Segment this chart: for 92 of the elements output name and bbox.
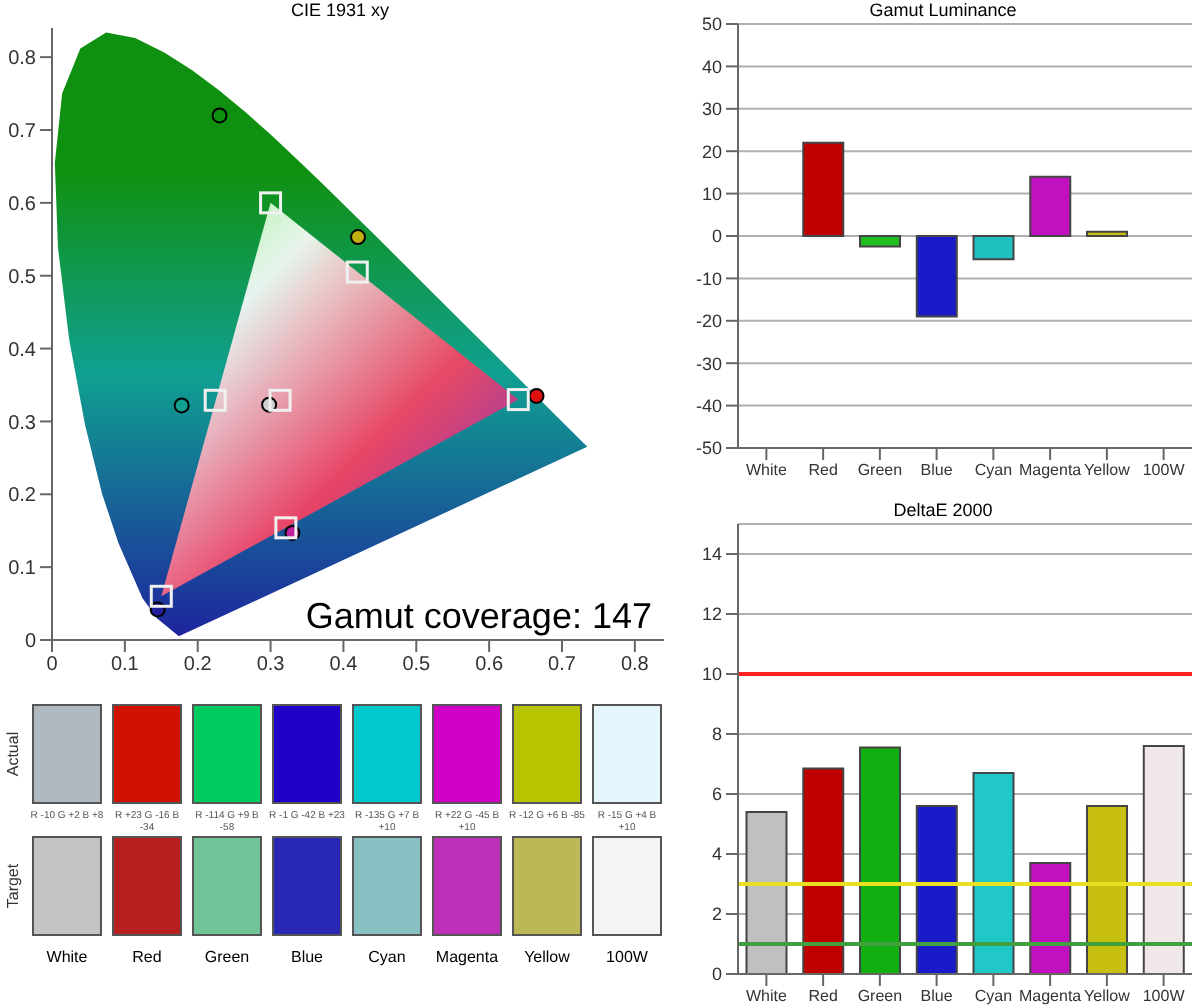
y-tick-label: 0.3 xyxy=(8,412,37,435)
y-tick-label: 0.6 xyxy=(8,193,37,216)
category-label: White xyxy=(44,948,90,966)
y-tick-label: 0.4 xyxy=(8,339,37,362)
x-tick-label: 0.3 xyxy=(256,654,286,677)
y-tick-label: -10 xyxy=(695,268,722,289)
point xyxy=(528,387,545,404)
point xyxy=(173,397,190,414)
chart-title: Gamut Luminance xyxy=(869,0,1017,20)
bar xyxy=(802,141,845,237)
bar xyxy=(1142,745,1185,974)
y-tick-label: 8 xyxy=(711,724,722,745)
x-tick-label: 0.6 xyxy=(475,654,504,677)
y-tick-label: 40 xyxy=(701,56,722,77)
bar xyxy=(1029,862,1072,974)
x-tick-label: 0.5 xyxy=(402,654,432,677)
y-tick-label: 6 xyxy=(711,784,722,805)
category-label: Yellow xyxy=(522,948,572,966)
y-tick-label: 50 xyxy=(701,14,722,35)
bar xyxy=(1086,805,1129,974)
x-tick-label: 0.7 xyxy=(548,654,577,677)
point xyxy=(268,388,292,412)
y-tick-label: 10 xyxy=(701,664,722,685)
x-tick-label: Cyan xyxy=(974,461,1013,480)
x-tick-label: 0.8 xyxy=(620,654,650,677)
y-tick-label: 0 xyxy=(711,964,722,985)
bar xyxy=(802,767,845,974)
category-label: Green xyxy=(202,948,252,966)
x-tick-label: Red xyxy=(808,461,838,480)
x-tick-label: Red xyxy=(808,987,838,1006)
point xyxy=(203,388,227,412)
bar xyxy=(1029,175,1072,237)
text: Target xyxy=(4,861,24,913)
x-tick-label: Magenta xyxy=(1018,987,1083,1006)
x-tick-label: Yellow xyxy=(1084,461,1131,480)
y-tick-label: 0.8 xyxy=(8,48,37,71)
category-label: Cyan xyxy=(366,948,408,966)
bar xyxy=(859,235,902,248)
x-tick-label: 0 xyxy=(46,654,59,677)
x-tick-label: Cyan xyxy=(974,987,1013,1006)
bar xyxy=(972,772,1015,974)
x-tick-label: Green xyxy=(857,987,903,1006)
point xyxy=(506,388,530,412)
y-tick-label: -40 xyxy=(695,395,722,416)
chart-title: CIE 1931 xy xyxy=(288,0,392,20)
y-tick-label: 0.7 xyxy=(8,121,37,144)
category-label: Magenta xyxy=(433,948,501,966)
y-tick-label: 20 xyxy=(701,141,722,162)
bar xyxy=(915,235,958,318)
x-tick-label: 0.4 xyxy=(329,654,359,677)
x-tick-label: Yellow xyxy=(1084,987,1131,1006)
y-tick-label: 0 xyxy=(711,226,722,247)
x-tick-label: White xyxy=(745,461,788,480)
y-tick-label: 10 xyxy=(701,183,722,204)
category-label: Blue xyxy=(288,948,325,966)
y-tick-label: 2 xyxy=(711,904,722,925)
y-tick-label: 4 xyxy=(711,844,722,865)
x-tick-label: White xyxy=(745,987,788,1006)
x-tick-label: Green xyxy=(857,461,903,480)
text: Actual xyxy=(4,729,24,781)
point xyxy=(350,229,366,246)
x-tick-label: Blue xyxy=(920,461,954,480)
x-tick-label: 0.1 xyxy=(110,654,140,677)
point xyxy=(149,584,173,608)
bar xyxy=(915,805,958,974)
point xyxy=(211,107,228,124)
bar xyxy=(745,811,788,974)
x-tick-label: Magenta xyxy=(1018,461,1083,480)
y-tick-label: -20 xyxy=(695,311,722,332)
x-tick-label: 100W xyxy=(1142,987,1186,1006)
chart-title: DeltaE 2000 xyxy=(891,500,995,520)
y-tick-label: 30 xyxy=(701,99,722,120)
y-tick-label: 0.5 xyxy=(8,266,37,289)
bar xyxy=(972,235,1015,261)
y-tick-label: 14 xyxy=(701,544,722,565)
y-tick-label: 12 xyxy=(701,604,722,625)
bar xyxy=(859,746,902,974)
x-tick-label: Blue xyxy=(920,987,954,1006)
category-label: 100W xyxy=(604,948,650,966)
point xyxy=(274,516,298,540)
y-tick-label: -30 xyxy=(695,353,722,374)
category-label: Red xyxy=(130,948,164,966)
y-tick-label: 0 xyxy=(24,631,37,654)
bar xyxy=(1086,230,1129,237)
x-tick-label: 0.2 xyxy=(183,654,213,677)
x-tick-label: 100W xyxy=(1142,461,1186,480)
point xyxy=(259,191,283,215)
y-tick-label: -50 xyxy=(695,438,722,459)
point xyxy=(345,260,369,284)
annotation: Gamut coverage: 147 xyxy=(305,596,652,638)
y-tick-label: 0.1 xyxy=(8,558,37,581)
y-tick-label: 0.2 xyxy=(8,485,37,508)
